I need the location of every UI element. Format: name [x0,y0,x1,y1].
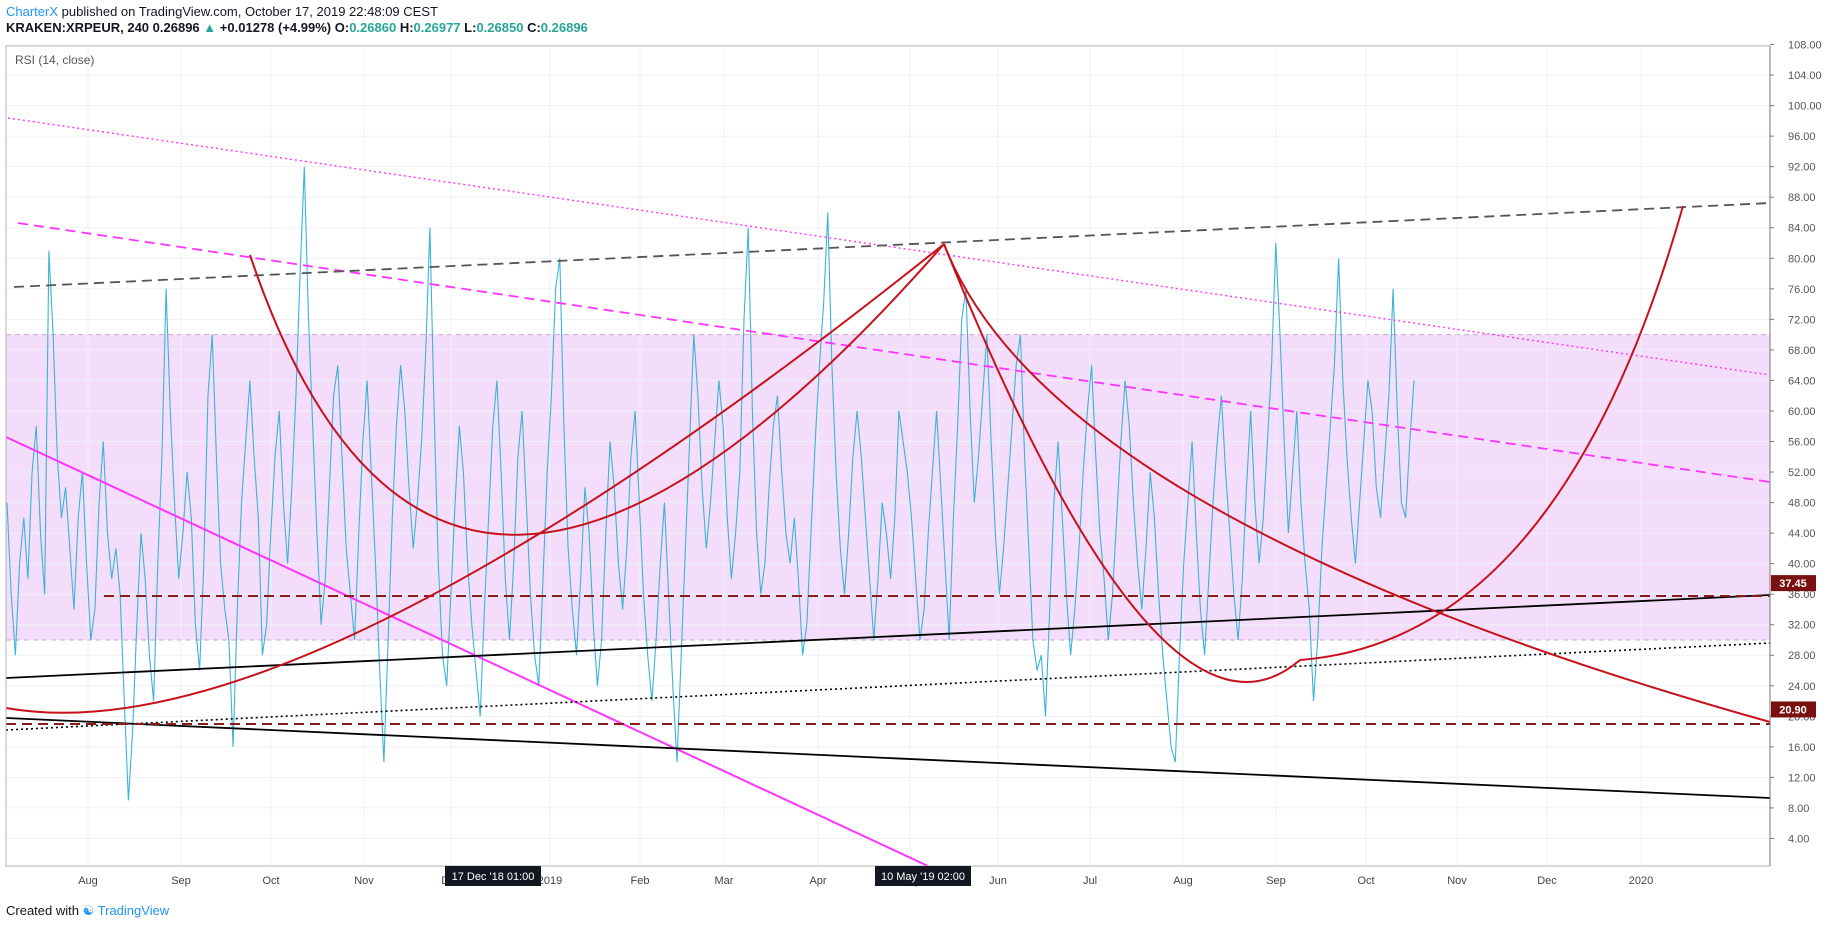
y-tick-label: 52.00 [1788,467,1816,479]
y-tick-label: 68.00 [1788,345,1816,357]
open-label: O: [334,20,350,35]
x-tick-label: Sep [1266,875,1286,887]
trendline-black-dotted [5,642,1771,731]
x-tick-label: 2019 [538,875,562,887]
price-label-bg [1771,701,1816,718]
symbol-name: KRAKEN:XRPEUR, 240 [6,20,150,35]
crosshair-date-label: 17 Dec '18 01:00 [452,871,535,883]
red-arc-future [1299,205,1684,661]
open-value: 0.26860 [349,20,397,35]
y-tick-label: 56.00 [1788,436,1816,448]
x-tick-label: Nov [1447,875,1467,887]
rsi-band-group [6,334,1770,641]
y-tick-label: 84.00 [1788,223,1816,235]
crosshair-date-bg [875,866,971,886]
red-arc-left-low [249,243,945,536]
y-tick-label: 40.00 [1788,559,1816,571]
y-tick-label: 80.00 [1788,253,1816,265]
y-tick-label: 8.00 [1788,803,1809,815]
crosshair-date-bg [445,866,541,886]
trendline-black-lower [5,717,1771,799]
last-price: 0.26896 [152,20,200,35]
y-tick-label: 64.00 [1788,375,1816,387]
low-value: 0.26850 [476,20,524,35]
y-tick-label: 48.00 [1788,498,1816,510]
trendline-black-upper [5,594,1771,679]
y-tick-label: 44.00 [1788,528,1816,540]
trendline-group [5,117,1771,867]
y-tick-label: 36.00 [1788,589,1816,601]
close-value: 0.26896 [540,20,588,35]
tradingview-logo-icon: ☯ [82,903,95,918]
red-arc-right-high [943,243,1771,723]
indicator-label[interactable]: RSI (14, close) [15,53,94,67]
x-tick-label: Feb [631,875,650,887]
y-tick-label: 108.00 [1788,40,1822,52]
y-tick-label: 12.00 [1788,772,1816,784]
x-axis[interactable]: AugSepOctNovDec2019FebMarAprMayJunJulAug… [78,866,1653,887]
author-link[interactable]: CharterX [6,4,59,19]
x-tick-label: Dec [1537,875,1557,887]
y-tick-label: 24.00 [1788,681,1816,693]
high-label: H: [399,20,414,35]
x-tick-label: Mar [715,875,734,887]
y-tick-label: 60.00 [1788,406,1816,418]
price-label: 37.45 [1779,578,1807,590]
high-value: 0.26977 [413,20,461,35]
x-tick-label: Jul [1083,875,1097,887]
price-label: 20.90 [1779,704,1807,716]
grid-group [6,44,1770,866]
x-tick-label: Nov [354,875,374,887]
price-change: +0.01278 (+4.99%) [219,20,332,35]
publish-info: CharterX published on TradingView.com, O… [6,4,588,20]
red-arc-right-low [943,243,1301,683]
y-tick-label: 16.00 [1788,742,1816,754]
rsi-band-fill [6,334,1770,640]
y-tick-label: 104.00 [1788,70,1822,82]
y-tick-label: 76.00 [1788,284,1816,296]
x-tick-label: Apr [809,875,826,887]
y-tick-label: 72.00 [1788,314,1816,326]
price-label-bg [1771,575,1816,592]
trendline-magenta-dashed [17,222,1771,483]
y-tick-label: 96.00 [1788,131,1816,143]
x-tick-label: Sep [171,875,191,887]
x-tick-label: Jun [989,875,1007,887]
y-axis[interactable]: 108.00 104.00 100.00 96.00 92.00 88.00 84.00 80… [1770,40,1822,846]
x-tick-label: Aug [78,875,98,887]
close-label: C: [527,20,541,35]
y-tick-label: 4.00 [1788,833,1809,845]
x-tick-label: Oct [262,875,279,887]
x-tick-label: 2020 [1629,875,1653,887]
published-text: published on TradingView.com, October 17… [61,4,438,19]
x-tick-label: Aug [1173,875,1193,887]
created-with-text: Created with [6,903,79,918]
tradingview-link[interactable]: TradingView [97,903,170,918]
symbol-info: KRAKEN:XRPEUR, 240 0.26896 ▲ +0.01278 (+… [6,20,588,36]
x-tick-label: Oct [1357,875,1374,887]
y-tick-label: 92.00 [1788,162,1816,174]
y-tick-label: 88.00 [1788,192,1816,204]
trendline-gray-dashed [13,202,1771,288]
trendline-magenta-solid [5,436,929,867]
change-arrow-icon: ▲ [203,20,217,35]
red-arc-left-high [5,243,945,714]
trendline-magenta-dotted [7,117,1771,376]
y-tick-label: 28.00 [1788,650,1816,662]
low-label: L: [464,20,477,35]
chart-header: CharterX published on TradingView.com, O… [6,4,588,36]
y-tick-label: 32.00 [1788,620,1816,632]
crosshair-date-label: 10 May '19 02:00 [881,871,965,883]
footer: Created with ☯ TradingView [6,903,169,919]
y-tick-label: 100.00 [1788,101,1822,113]
